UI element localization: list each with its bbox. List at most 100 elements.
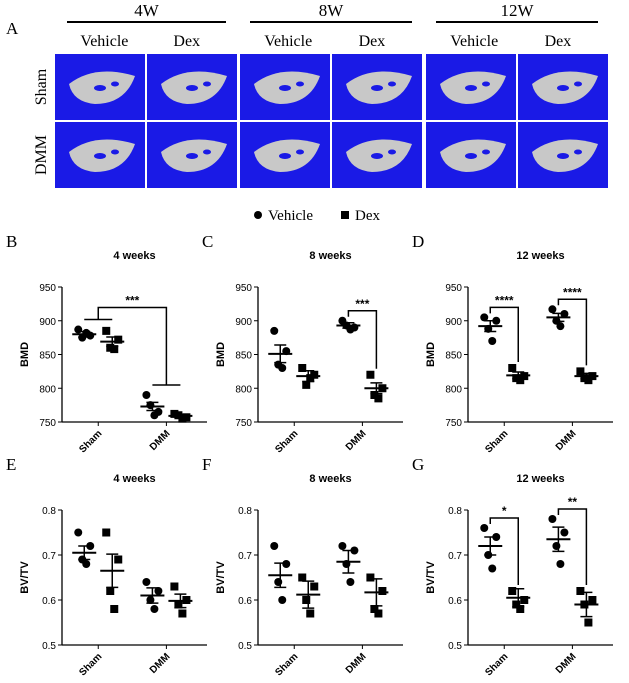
y-tick-label: 950 <box>445 283 462 294</box>
data-point <box>374 394 383 403</box>
data-point <box>74 325 83 334</box>
y-tick-label: 750 <box>39 418 56 429</box>
x-tick-label: DMM <box>148 651 173 676</box>
significance-bracket <box>489 306 519 362</box>
data-point <box>142 578 151 586</box>
data-point <box>154 587 163 595</box>
data-point <box>278 596 287 604</box>
bone-void <box>371 85 383 91</box>
y-axis-label: BMD <box>215 342 227 367</box>
bone-void <box>388 81 396 87</box>
bone-void <box>186 153 198 159</box>
sem-bar <box>512 371 525 380</box>
data-point <box>512 600 521 609</box>
row-label: DMM <box>33 135 50 175</box>
y-axis-label: BV/TV <box>19 561 31 594</box>
chart-title: 8 weeks <box>309 473 351 485</box>
sem-bar <box>552 526 565 553</box>
y-tick-label: 750 <box>445 418 462 429</box>
sem-bar <box>106 336 119 348</box>
data-point <box>556 560 565 568</box>
bone-void <box>482 81 490 87</box>
x-tick-label: Sham <box>483 651 510 678</box>
bone-void <box>482 149 490 155</box>
data-point <box>480 313 489 322</box>
legend-marker <box>254 211 262 219</box>
chart-title: 4 weeks <box>113 473 155 485</box>
data-point <box>82 328 91 337</box>
y-tick-label: 900 <box>235 317 252 328</box>
data-point <box>150 411 159 420</box>
data-point <box>142 391 151 399</box>
significance-bracket <box>489 517 519 585</box>
bone-void <box>111 149 119 155</box>
data-point <box>274 578 283 586</box>
y-tick-label: 0.7 <box>238 551 252 562</box>
bone-void <box>296 81 304 87</box>
bone-void <box>94 153 106 159</box>
column-header: Vehicle <box>80 33 128 50</box>
data-point <box>114 555 123 564</box>
significance-bracket <box>84 306 181 386</box>
column-header: Vehicle <box>450 33 498 50</box>
y-tick-label: 900 <box>445 317 462 328</box>
y-tick-label: 0.7 <box>448 551 462 562</box>
data-point <box>346 578 355 586</box>
data-point <box>306 374 315 383</box>
data-point <box>170 582 179 591</box>
data-point <box>298 573 307 582</box>
y-tick-label: 0.6 <box>238 596 252 607</box>
sem-bar <box>342 322 355 329</box>
data-point <box>278 364 287 372</box>
y-tick-label: 850 <box>39 351 56 362</box>
sem-bar <box>174 413 187 419</box>
sem-bar <box>274 344 287 364</box>
data-point <box>576 587 585 595</box>
sem-bar <box>106 553 119 589</box>
sem-bar <box>174 593 187 609</box>
column-header: Dex <box>359 33 386 50</box>
y-tick-label: 0.8 <box>448 506 462 517</box>
y-axis-label: BV/TV <box>425 561 437 594</box>
panel-label: B <box>6 232 17 251</box>
y-axis-label: BMD <box>425 342 437 367</box>
bone-void <box>465 153 477 159</box>
data-point <box>110 345 119 354</box>
x-tick-label: Sham <box>77 651 104 678</box>
bone-void <box>94 85 106 91</box>
legend-marker <box>341 211 349 219</box>
bone-void <box>557 153 569 159</box>
bone-void <box>279 85 291 91</box>
sem-bar <box>370 578 383 607</box>
data-point <box>508 364 517 372</box>
legend-label: Vehicle <box>268 208 313 224</box>
sem-bar <box>552 312 565 323</box>
data-point <box>508 587 517 595</box>
bone-void <box>388 149 396 155</box>
panel-label: F <box>202 455 211 474</box>
data-point <box>82 560 91 568</box>
y-tick-label: 800 <box>39 384 56 395</box>
data-point <box>302 380 311 389</box>
data-point <box>374 609 383 618</box>
sem-bar <box>302 580 315 609</box>
data-point <box>576 367 585 376</box>
sem-bar <box>146 401 159 412</box>
data-point <box>516 376 525 385</box>
bone-void <box>279 153 291 159</box>
data-point <box>178 609 187 618</box>
sem-bar <box>580 372 593 380</box>
significance-label: **** <box>563 285 582 299</box>
panel-label: G <box>412 455 424 474</box>
x-tick-label: DMM <box>148 428 173 453</box>
x-tick-label: DMM <box>344 428 369 453</box>
y-tick-label: 950 <box>39 283 56 294</box>
column-header: Dex <box>545 33 572 50</box>
data-point <box>480 524 489 532</box>
x-tick-label: Sham <box>483 428 510 455</box>
sem-bar <box>302 369 315 383</box>
y-tick-label: 0.8 <box>238 506 252 517</box>
data-point <box>488 337 497 345</box>
data-point <box>488 564 497 573</box>
data-point <box>548 305 557 314</box>
